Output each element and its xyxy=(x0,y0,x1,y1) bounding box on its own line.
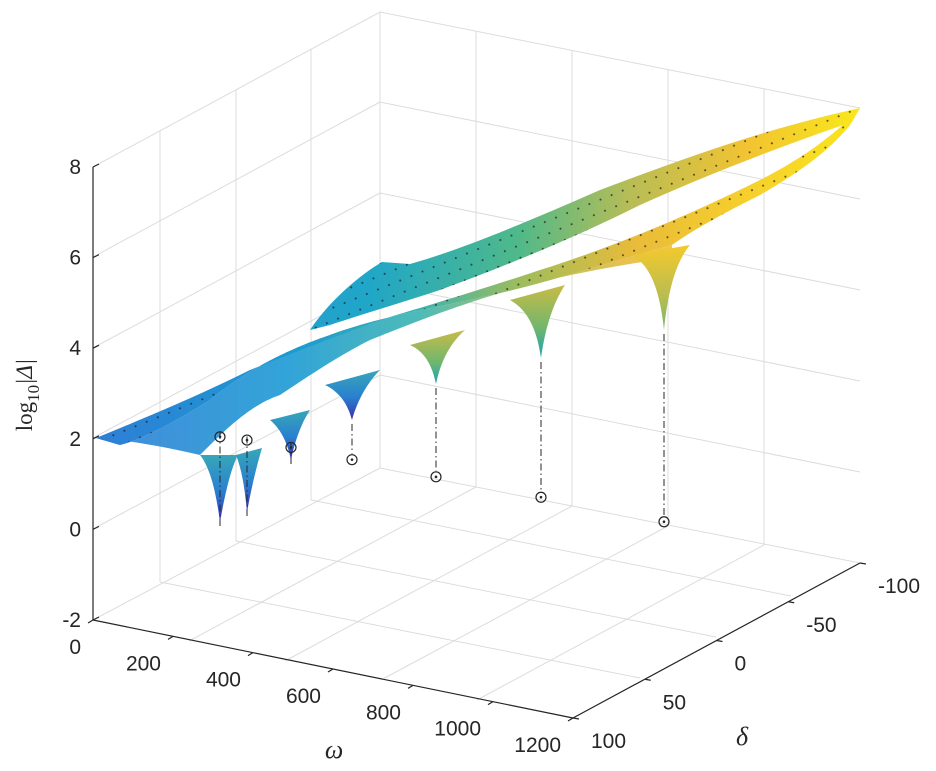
root-marker xyxy=(214,431,226,443)
root-marker xyxy=(658,516,670,528)
y-tick-label: 100 xyxy=(591,730,626,753)
root-marker-dot xyxy=(662,520,666,524)
surface-lower-band xyxy=(96,245,672,455)
root-marker-dot xyxy=(289,446,293,449)
dip-1 xyxy=(200,455,238,522)
y-tick xyxy=(572,717,580,720)
z-tick-label: 8 xyxy=(69,156,81,179)
surface-back-dots xyxy=(310,108,860,330)
root-marker xyxy=(535,491,547,503)
z-axis-label: log10|Δ| xyxy=(12,359,43,432)
x-axis-label: ω xyxy=(325,735,343,764)
dip-6 xyxy=(510,285,565,358)
x-tick-label: 400 xyxy=(206,669,241,692)
root-marker xyxy=(285,441,297,454)
root-marker-dot xyxy=(350,458,354,461)
y-tick-label: 0 xyxy=(735,653,747,676)
z-tick-label: -2 xyxy=(62,609,81,632)
x-tick xyxy=(487,701,494,706)
x-tick-label: 800 xyxy=(366,701,401,724)
root-marker xyxy=(241,434,253,446)
axis-grid xyxy=(92,11,861,719)
root-marker-dot xyxy=(245,438,249,442)
dip-3 xyxy=(270,410,310,460)
x-tick-label: 1200 xyxy=(514,734,561,757)
x-tick-label: 200 xyxy=(126,652,161,675)
x-tick xyxy=(167,635,174,640)
z-tick-label: 4 xyxy=(69,337,81,360)
dip-5 xyxy=(410,330,465,384)
x-tick xyxy=(247,652,254,657)
y-tick-label: -100 xyxy=(878,575,920,598)
dip-2 xyxy=(236,448,262,512)
y-tick xyxy=(859,562,867,565)
x-tick xyxy=(87,619,94,624)
y-tick xyxy=(644,678,651,681)
z-tick xyxy=(92,435,100,440)
z-tick xyxy=(92,254,100,259)
x-tick xyxy=(327,668,334,673)
dip-7 xyxy=(632,245,690,330)
z-tick xyxy=(92,344,100,349)
root-marker-dot xyxy=(434,475,438,479)
surface-front-dots xyxy=(96,108,860,445)
root-marker-dot xyxy=(218,435,222,439)
root-marker xyxy=(346,454,358,466)
y-tick-label: -50 xyxy=(806,614,836,637)
z-tick xyxy=(92,525,100,530)
root-marker xyxy=(430,471,442,483)
root-markers xyxy=(214,334,670,528)
y-axis-label: δ xyxy=(736,722,749,751)
x-tick-label: 1000 xyxy=(434,718,481,741)
root-marker-dot xyxy=(539,495,543,499)
surface xyxy=(96,108,860,522)
x-tick-label: 0 xyxy=(69,636,81,659)
y-tick-label: 50 xyxy=(663,691,686,714)
tick-labels: -2 0 2 4 6 8 0 200 400 600 800 1000 1200 -100 -50 0 50 10… xyxy=(62,156,920,757)
z-tick-label: 2 xyxy=(69,428,81,451)
z-tick-label: 6 xyxy=(69,247,81,270)
x-tick-label: 600 xyxy=(286,685,321,708)
x-tick xyxy=(567,717,574,722)
ticks xyxy=(87,163,867,722)
y-tick xyxy=(788,601,795,604)
z-tick-label: 0 xyxy=(69,518,81,541)
z-tick xyxy=(92,616,100,621)
dip-4 xyxy=(325,370,380,420)
y-tick xyxy=(716,639,723,643)
x-tick xyxy=(407,684,414,689)
z-tick xyxy=(92,163,100,168)
